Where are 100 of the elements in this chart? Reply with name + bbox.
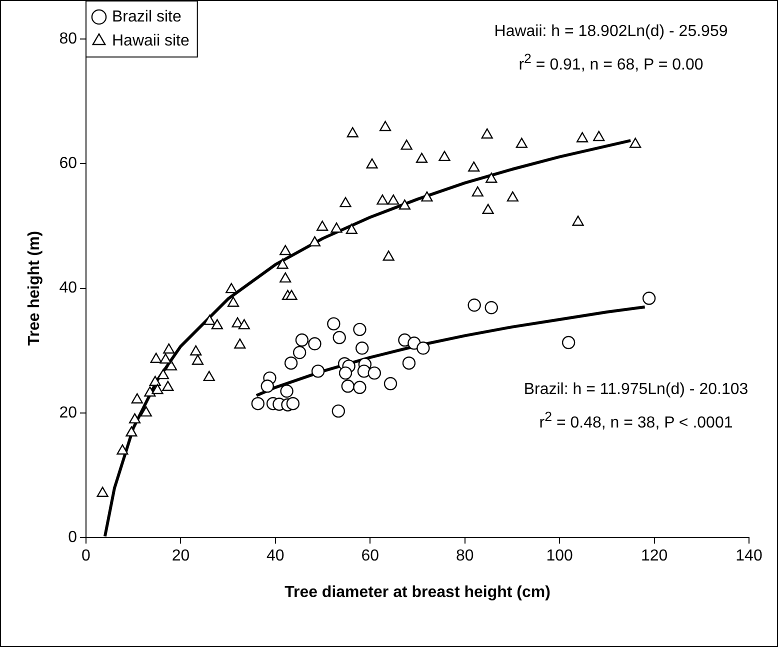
y-tick-label: 80 (59, 30, 78, 48)
point (388, 194, 400, 205)
annotation: r$^{2}$ = 0.48, n = 38, P < .0001 (539, 409, 733, 432)
point (353, 322, 366, 336)
point (366, 158, 378, 168)
point (160, 353, 172, 364)
point (402, 356, 416, 370)
y-tick-label: 40 (59, 280, 78, 297)
point (204, 314, 216, 325)
point (126, 426, 138, 436)
point (152, 384, 164, 394)
x-tick-label: 20 (172, 548, 190, 565)
x-axis-title: Tree diameter at breast height (cm) (284, 584, 550, 601)
point (506, 191, 518, 202)
point (211, 319, 223, 330)
point (165, 360, 178, 370)
point (642, 292, 656, 305)
point (576, 132, 588, 142)
point (486, 172, 498, 183)
point (472, 186, 484, 197)
point (346, 127, 358, 138)
point (516, 138, 528, 148)
y-axis-title: Tree height (m) (26, 230, 44, 346)
point (332, 330, 346, 344)
point (203, 370, 215, 382)
point (341, 380, 354, 393)
legend-label: Hawaii site (112, 32, 190, 50)
point (376, 194, 388, 205)
point (338, 366, 352, 380)
point (251, 397, 265, 410)
y-tick-label: 20 (59, 404, 78, 422)
point (438, 150, 450, 162)
point (286, 290, 298, 300)
point (630, 138, 642, 148)
point (227, 296, 240, 307)
point (238, 319, 250, 330)
point (357, 364, 371, 378)
point (346, 224, 358, 234)
point (340, 196, 352, 208)
point (163, 343, 175, 354)
point (332, 404, 346, 418)
point (308, 236, 321, 246)
point (190, 345, 202, 356)
y-tick-label: 0 (68, 529, 78, 546)
point (116, 444, 128, 455)
legend-label: Brazil site (112, 8, 182, 26)
point (416, 152, 428, 163)
x-tick-label: 140 (736, 548, 762, 565)
x-tick-label: 40 (266, 548, 284, 565)
point (593, 130, 605, 142)
point (468, 298, 481, 312)
annotation: Brazil: h = 11.975Ln(d) - 20.103 (524, 381, 748, 399)
point (96, 486, 108, 497)
point (226, 282, 238, 294)
annotation: r$^{2}$ = 0.91, n = 68, P = 0.00 (518, 51, 704, 74)
point (292, 346, 306, 360)
point (192, 354, 204, 365)
x-tick-label: 0 (82, 548, 91, 565)
point (128, 413, 141, 424)
point (308, 337, 322, 350)
point (295, 333, 309, 347)
point (280, 384, 294, 398)
x-tick-label: 120 (640, 548, 668, 565)
point (484, 301, 498, 314)
point (572, 216, 584, 226)
point (280, 272, 292, 283)
x-tick-label: 80 (456, 548, 474, 565)
point (149, 376, 161, 386)
point (421, 191, 433, 202)
point (280, 244, 292, 256)
point (330, 222, 342, 233)
point (353, 380, 366, 394)
point (355, 342, 369, 355)
point (162, 380, 174, 391)
point (234, 338, 246, 349)
y-tick-label: 60 (59, 155, 78, 172)
point (311, 364, 325, 378)
point (382, 250, 394, 261)
point (144, 386, 156, 397)
point (400, 140, 412, 150)
point (398, 199, 411, 210)
point (140, 406, 152, 417)
point (276, 258, 288, 269)
point (284, 356, 298, 370)
point (380, 120, 392, 132)
annotation: Hawaii: h = 18.902Ln(d) - 25.959 (494, 23, 728, 41)
point (481, 128, 493, 139)
point (316, 220, 328, 231)
point (384, 377, 398, 390)
point (416, 342, 430, 355)
point (368, 366, 382, 380)
point (131, 393, 143, 404)
point (286, 397, 300, 410)
point (150, 352, 162, 363)
point (327, 317, 340, 330)
point (260, 380, 274, 393)
point (468, 161, 480, 172)
x-tick-label: 100 (546, 548, 574, 565)
point (482, 204, 494, 214)
point (562, 336, 576, 350)
